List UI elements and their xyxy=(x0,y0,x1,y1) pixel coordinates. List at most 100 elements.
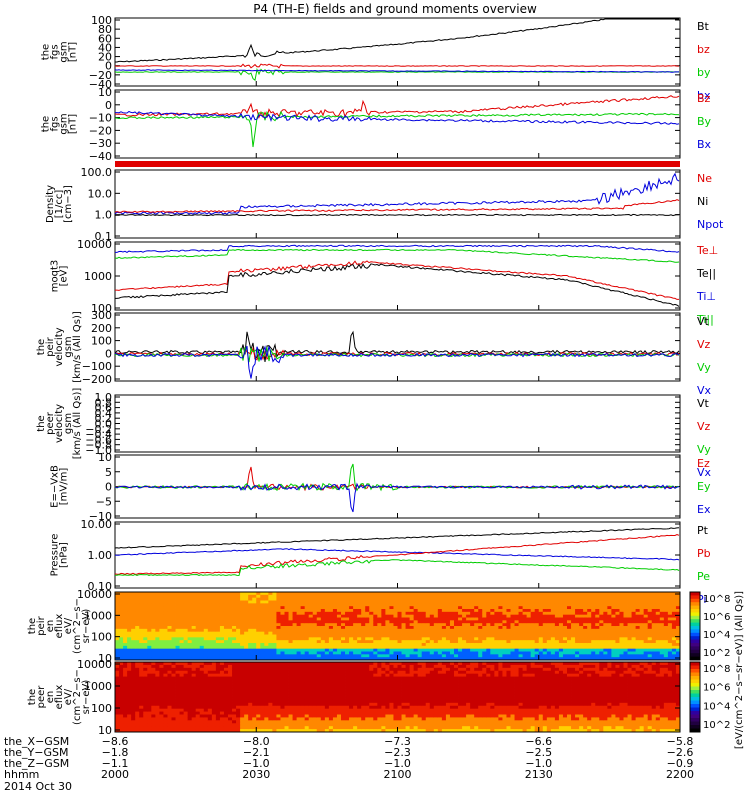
spectrogram-cell xyxy=(131,603,136,607)
spectrogram-cell xyxy=(526,606,532,610)
spectrogram-cell xyxy=(534,620,540,624)
spectrogram-cell xyxy=(280,729,285,733)
spectrogram-cell xyxy=(510,594,515,599)
y-axis-label: peir xyxy=(36,615,47,635)
spectrogram-cell xyxy=(324,657,330,661)
spectrogram-cell xyxy=(207,654,213,658)
spectrogram-cell xyxy=(191,682,197,686)
spectrogram-cell xyxy=(433,628,439,633)
spectrogram-cell xyxy=(135,594,140,599)
spectrogram-cell xyxy=(151,631,156,635)
spectrogram-cell xyxy=(671,617,677,621)
spectrogram-cell xyxy=(268,711,273,715)
spectrogram-cell xyxy=(223,685,229,689)
spectrogram-cell xyxy=(441,654,447,658)
spectrogram-cell xyxy=(215,626,221,630)
spectrogram-cell xyxy=(571,631,576,635)
spectrogram-cell xyxy=(203,720,209,724)
spectrogram-cell xyxy=(207,664,213,669)
spectrogram-cell xyxy=(292,623,298,627)
spectrogram-cell xyxy=(595,623,600,627)
spectrogram-cell xyxy=(288,729,293,733)
spectrogram-cell xyxy=(336,667,342,672)
spectrogram-cell xyxy=(215,611,221,616)
spectrogram-cell xyxy=(240,643,245,647)
spectrogram-cell xyxy=(159,643,164,647)
spectrogram-cell xyxy=(207,651,213,655)
y-axis-label: velocity xyxy=(54,404,65,443)
spectrogram-cell xyxy=(324,614,330,618)
spectrogram-cell xyxy=(191,611,197,616)
spectrogram-cell xyxy=(195,657,201,661)
spectrogram-cell xyxy=(635,623,641,627)
spectrogram-cell xyxy=(264,705,269,710)
spectrogram-cell xyxy=(276,628,281,633)
y-tick-label: −30 xyxy=(89,137,112,150)
spectrogram-cell xyxy=(159,679,164,683)
spectrogram-cell xyxy=(546,626,552,630)
spectrogram-cell xyxy=(562,648,568,652)
spectrogram-cell xyxy=(139,614,144,618)
spectrogram-cell xyxy=(155,634,160,638)
spectrogram-cell xyxy=(203,643,209,647)
spectrogram-cell xyxy=(429,609,435,613)
spectrogram-cell xyxy=(268,685,273,689)
spectrogram-cell xyxy=(276,645,281,650)
spectrogram-cell xyxy=(312,617,318,621)
y-tick-label: −10 xyxy=(89,112,112,125)
spectrogram-cell xyxy=(272,645,277,650)
spectrogram-cell xyxy=(175,667,180,672)
spectrogram-cell xyxy=(147,651,152,655)
spectrogram-cell xyxy=(276,600,281,604)
spectrogram-cell xyxy=(179,631,185,635)
spectrogram-cell xyxy=(587,603,592,607)
spectrogram-cell xyxy=(579,626,584,630)
spectrogram-cell xyxy=(429,620,435,624)
spectrogram-cell xyxy=(627,628,632,633)
spectrogram-cell xyxy=(264,611,269,616)
spectrogram-cell xyxy=(256,691,261,695)
spectrogram-cell xyxy=(579,643,584,647)
spectrogram-cell xyxy=(288,643,293,647)
spectrogram-cell xyxy=(486,631,491,635)
spectrogram-cell xyxy=(159,702,164,707)
spectrogram-cell xyxy=(502,640,507,644)
spectrogram-cell xyxy=(550,600,556,604)
spectrogram-cell xyxy=(223,645,229,650)
spectrogram-cell xyxy=(470,611,475,616)
spectrogram-cell xyxy=(175,679,180,683)
spectrogram-cell xyxy=(135,637,140,641)
spectrogram-cell xyxy=(567,637,572,641)
spectrogram-cell xyxy=(534,640,540,644)
spectrogram-cell xyxy=(199,714,205,718)
spectrogram-cell xyxy=(195,717,201,721)
spectrogram-cell xyxy=(256,720,261,724)
spectrogram-cell xyxy=(320,609,326,613)
y-tick-label: 0.1 xyxy=(95,230,113,243)
spectrogram-cell xyxy=(534,603,540,607)
spectrogram-cell xyxy=(223,673,229,677)
spectrogram-cell xyxy=(296,592,302,596)
spectrogram-cell xyxy=(175,634,180,638)
spectrogram-cell xyxy=(377,600,382,604)
spectrogram-cell xyxy=(458,631,463,635)
spectrogram-cell xyxy=(361,657,366,661)
spectrogram-cell xyxy=(171,594,176,599)
spectrogram-cell xyxy=(256,614,261,618)
spectrogram-cell xyxy=(228,714,233,718)
spectrogram-cell xyxy=(510,614,515,618)
spectrogram-cell xyxy=(268,626,273,630)
spectrogram-cell xyxy=(280,623,285,627)
spectrogram-cell xyxy=(207,714,213,718)
y-axis-label: velocity xyxy=(54,327,65,366)
spectrogram-cell xyxy=(603,620,608,624)
spectrogram-cell xyxy=(155,657,160,661)
spectrogram-cell xyxy=(143,670,148,675)
spectrogram-cell xyxy=(284,705,289,710)
spectrogram-cell xyxy=(389,643,394,647)
spectrogram-cell xyxy=(159,714,164,718)
spectrogram-cell xyxy=(151,623,156,627)
spectrogram-cell xyxy=(365,600,370,604)
spectrogram-cell xyxy=(651,643,657,647)
legend-entry: Vt xyxy=(697,315,710,328)
